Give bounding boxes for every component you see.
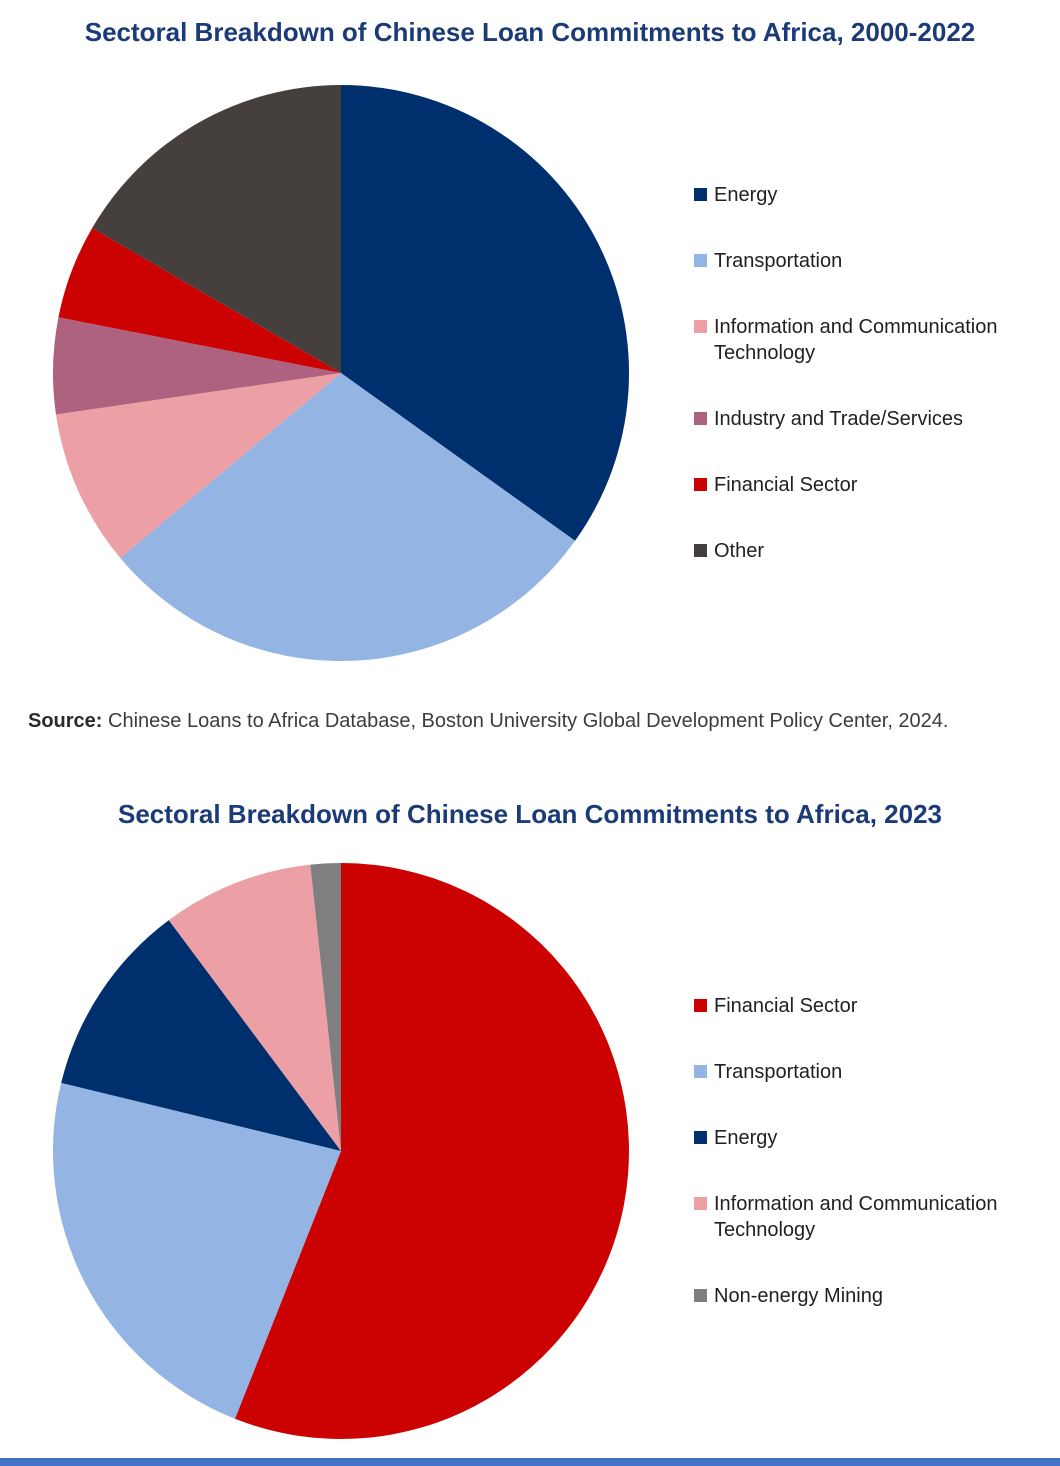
- pie-slice-industry-and-trade-services: [53, 317, 342, 415]
- source-note: Source: Chinese Loans to Africa Database…: [28, 708, 1060, 734]
- legend-swatch-energy: [694, 188, 707, 201]
- legend-label: Transportation: [714, 250, 843, 272]
- legend-swatch-industry-and-trade-services: [694, 412, 707, 425]
- legend-item-information-and-communication-technology: Information and Communication Technology: [694, 314, 1034, 366]
- legend-label: Non-energy Mining: [714, 1285, 883, 1307]
- pie-slice-other: [92, 85, 341, 373]
- legend-label: Industry and Trade/Services: [714, 408, 964, 430]
- legend-item-financial-sector: Financial Sector: [694, 472, 1034, 498]
- pie-chart-2023: [52, 862, 630, 1440]
- legend-label: Energy: [714, 1127, 778, 1149]
- legend-label: Transportation: [714, 1061, 843, 1083]
- legend-label: Financial Sector: [714, 474, 858, 496]
- pie-chart-2000-2022: [52, 84, 630, 662]
- legend-swatch-energy: [694, 1131, 707, 1144]
- chart-2000-2022: Energy Transportation Information and Comm…: [0, 84, 1060, 662]
- legend-swatch-financial-sector: [694, 478, 707, 491]
- legend-item-non-energy-mining: Non-energy Mining: [694, 1283, 1034, 1309]
- pie-svg: [52, 863, 629, 1439]
- pie-slice-financial-sector: [234, 863, 629, 1439]
- pie-slice-non-energy-mining: [310, 863, 341, 1151]
- footer-accent-bar: [0, 1458, 1060, 1466]
- legend-label: Energy: [714, 184, 778, 206]
- pie-slice-information-and-communication-technology: [56, 373, 341, 558]
- pie-slice-information-and-communication-technology: [168, 864, 341, 1151]
- legend-label: Information and Communication Technology: [714, 316, 998, 364]
- legend-swatch-transportation: [694, 1065, 707, 1078]
- pie-slice-transportation: [120, 373, 576, 662]
- pie-slice-transportation: [52, 1082, 341, 1419]
- legend-label: Other: [714, 540, 765, 562]
- legend-swatch-information-and-communication-technology: [694, 1197, 707, 1210]
- legend-swatch-information-and-communication-technology: [694, 320, 707, 333]
- legend-label: Financial Sector: [714, 995, 858, 1017]
- source-label: Source:: [28, 710, 103, 732]
- legend-swatch-transportation: [694, 254, 707, 267]
- pie-slice-financial-sector: [58, 227, 341, 373]
- legend-item-industry-and-trade-services: Industry and Trade/Services: [694, 406, 1034, 432]
- chart-title-2000-2022: Sectoral Breakdown of Chinese Loan Commi…: [84, 17, 976, 47]
- legend-label: Information and Communication Technology: [714, 1193, 998, 1241]
- legend-item-information-and-communication-technology: Information and Communication Technology: [694, 1191, 1034, 1243]
- legend-swatch-other: [694, 544, 707, 557]
- source-text: Chinese Loans to Africa Database, Boston…: [102, 710, 949, 732]
- legend-item-financial-sector: Financial Sector: [694, 993, 1034, 1019]
- pie-svg: [53, 85, 630, 662]
- pie-slice-energy: [61, 920, 342, 1151]
- legend-2000-2022: Energy Transportation Information and Comm…: [694, 182, 1034, 564]
- chart-title-2023: Sectoral Breakdown of Chinese Loan Commi…: [117, 799, 942, 829]
- legend-item-other: Other: [694, 538, 1034, 564]
- pie-slice-energy: [341, 85, 630, 541]
- chart-2023: Financial Sector Transportation Energy Info…: [0, 862, 1060, 1440]
- legend-swatch-financial-sector: [694, 999, 707, 1012]
- legend-item-energy: Energy: [694, 1125, 1034, 1151]
- legend-item-transportation: Transportation: [694, 248, 1034, 274]
- legend-swatch-non-energy-mining: [694, 1289, 707, 1302]
- legend-item-energy: Energy: [694, 182, 1034, 208]
- legend-item-transportation: Transportation: [694, 1059, 1034, 1085]
- legend-2023: Financial Sector Transportation Energy Info…: [694, 993, 1034, 1309]
